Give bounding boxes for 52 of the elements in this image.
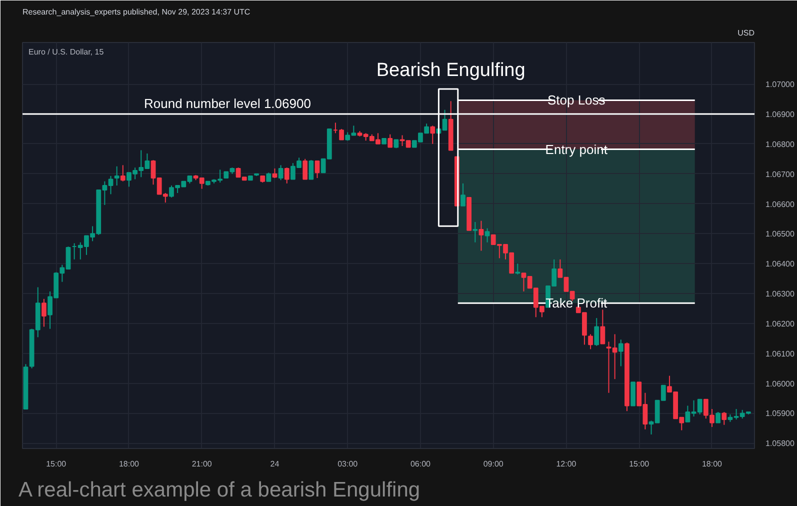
candlestick	[460, 182, 466, 206]
x-tick-label: 06:00	[410, 460, 432, 468]
y-tick-label: 1.06900	[766, 110, 795, 120]
x-tick-label: 12:00	[556, 460, 577, 468]
text: Research_analysis_experts published, Nov 29, 2023 14:37 UTC	[22, 8, 250, 16]
y-axis-title: USD	[738, 28, 755, 38]
candlestick	[588, 334, 593, 350]
candlestick	[272, 168, 278, 179]
candlestick	[120, 164, 126, 182]
x-tick-label: 18:00	[118, 460, 140, 468]
y-tick-label: 1.07000	[766, 80, 795, 90]
y-tick-label: 1.06800	[766, 140, 795, 149]
candlestick	[278, 164, 284, 181]
y-tick-label: 1.06600	[766, 200, 795, 209]
candlestick	[716, 412, 721, 424]
x-tick-label: 18:00	[702, 460, 723, 468]
candlestick	[430, 125, 436, 144]
y-tick-label: 1.06500	[766, 230, 795, 239]
candlestick	[472, 222, 478, 243]
y-tick-label: 1.05900	[766, 409, 795, 418]
y-tick-label: 1.06000	[766, 379, 795, 388]
candlestick	[308, 160, 314, 180]
text: Euro / U.S. Dollar, 15	[28, 48, 104, 56]
x-tick-label: 21:00	[192, 460, 212, 468]
y-tick-label: 1.06700	[766, 170, 795, 179]
candlestick	[478, 220, 484, 252]
y-tick-label: 1.06100	[766, 349, 795, 358]
candlestick	[314, 160, 320, 179]
candlestick	[630, 382, 636, 406]
text: A real-chart example of a bearish Engulfing	[18, 478, 420, 502]
ref-line-label: Take Profit	[546, 296, 608, 311]
x-tick-label: 03:00	[338, 460, 358, 468]
x-tick-label: 09:00	[483, 460, 504, 468]
y-tick-label: 1.06400	[766, 260, 795, 269]
x-tick-label: 15:00	[46, 460, 67, 468]
y-tick-label: 1.06200	[766, 319, 795, 328]
candlestick	[594, 318, 600, 346]
candlestick	[722, 412, 727, 426]
x-tick-label: 24	[270, 460, 280, 468]
ref-line-label: Round number level 1.06900	[144, 96, 311, 112]
candlestick	[600, 309, 606, 344]
candlestick	[302, 158, 308, 180]
candlestick	[388, 134, 393, 148]
x-tick-label: 15:00	[629, 460, 650, 468]
y-tick-label: 1.06300	[766, 290, 795, 299]
candlestick	[114, 166, 120, 186]
candlestick	[484, 228, 490, 243]
candlestick	[618, 339, 624, 367]
y-tick-label: 1.05800	[766, 439, 795, 448]
candlestick	[42, 298, 46, 328]
candlestick	[284, 167, 290, 184]
annotation: Bearish Engulfing	[376, 60, 526, 81]
